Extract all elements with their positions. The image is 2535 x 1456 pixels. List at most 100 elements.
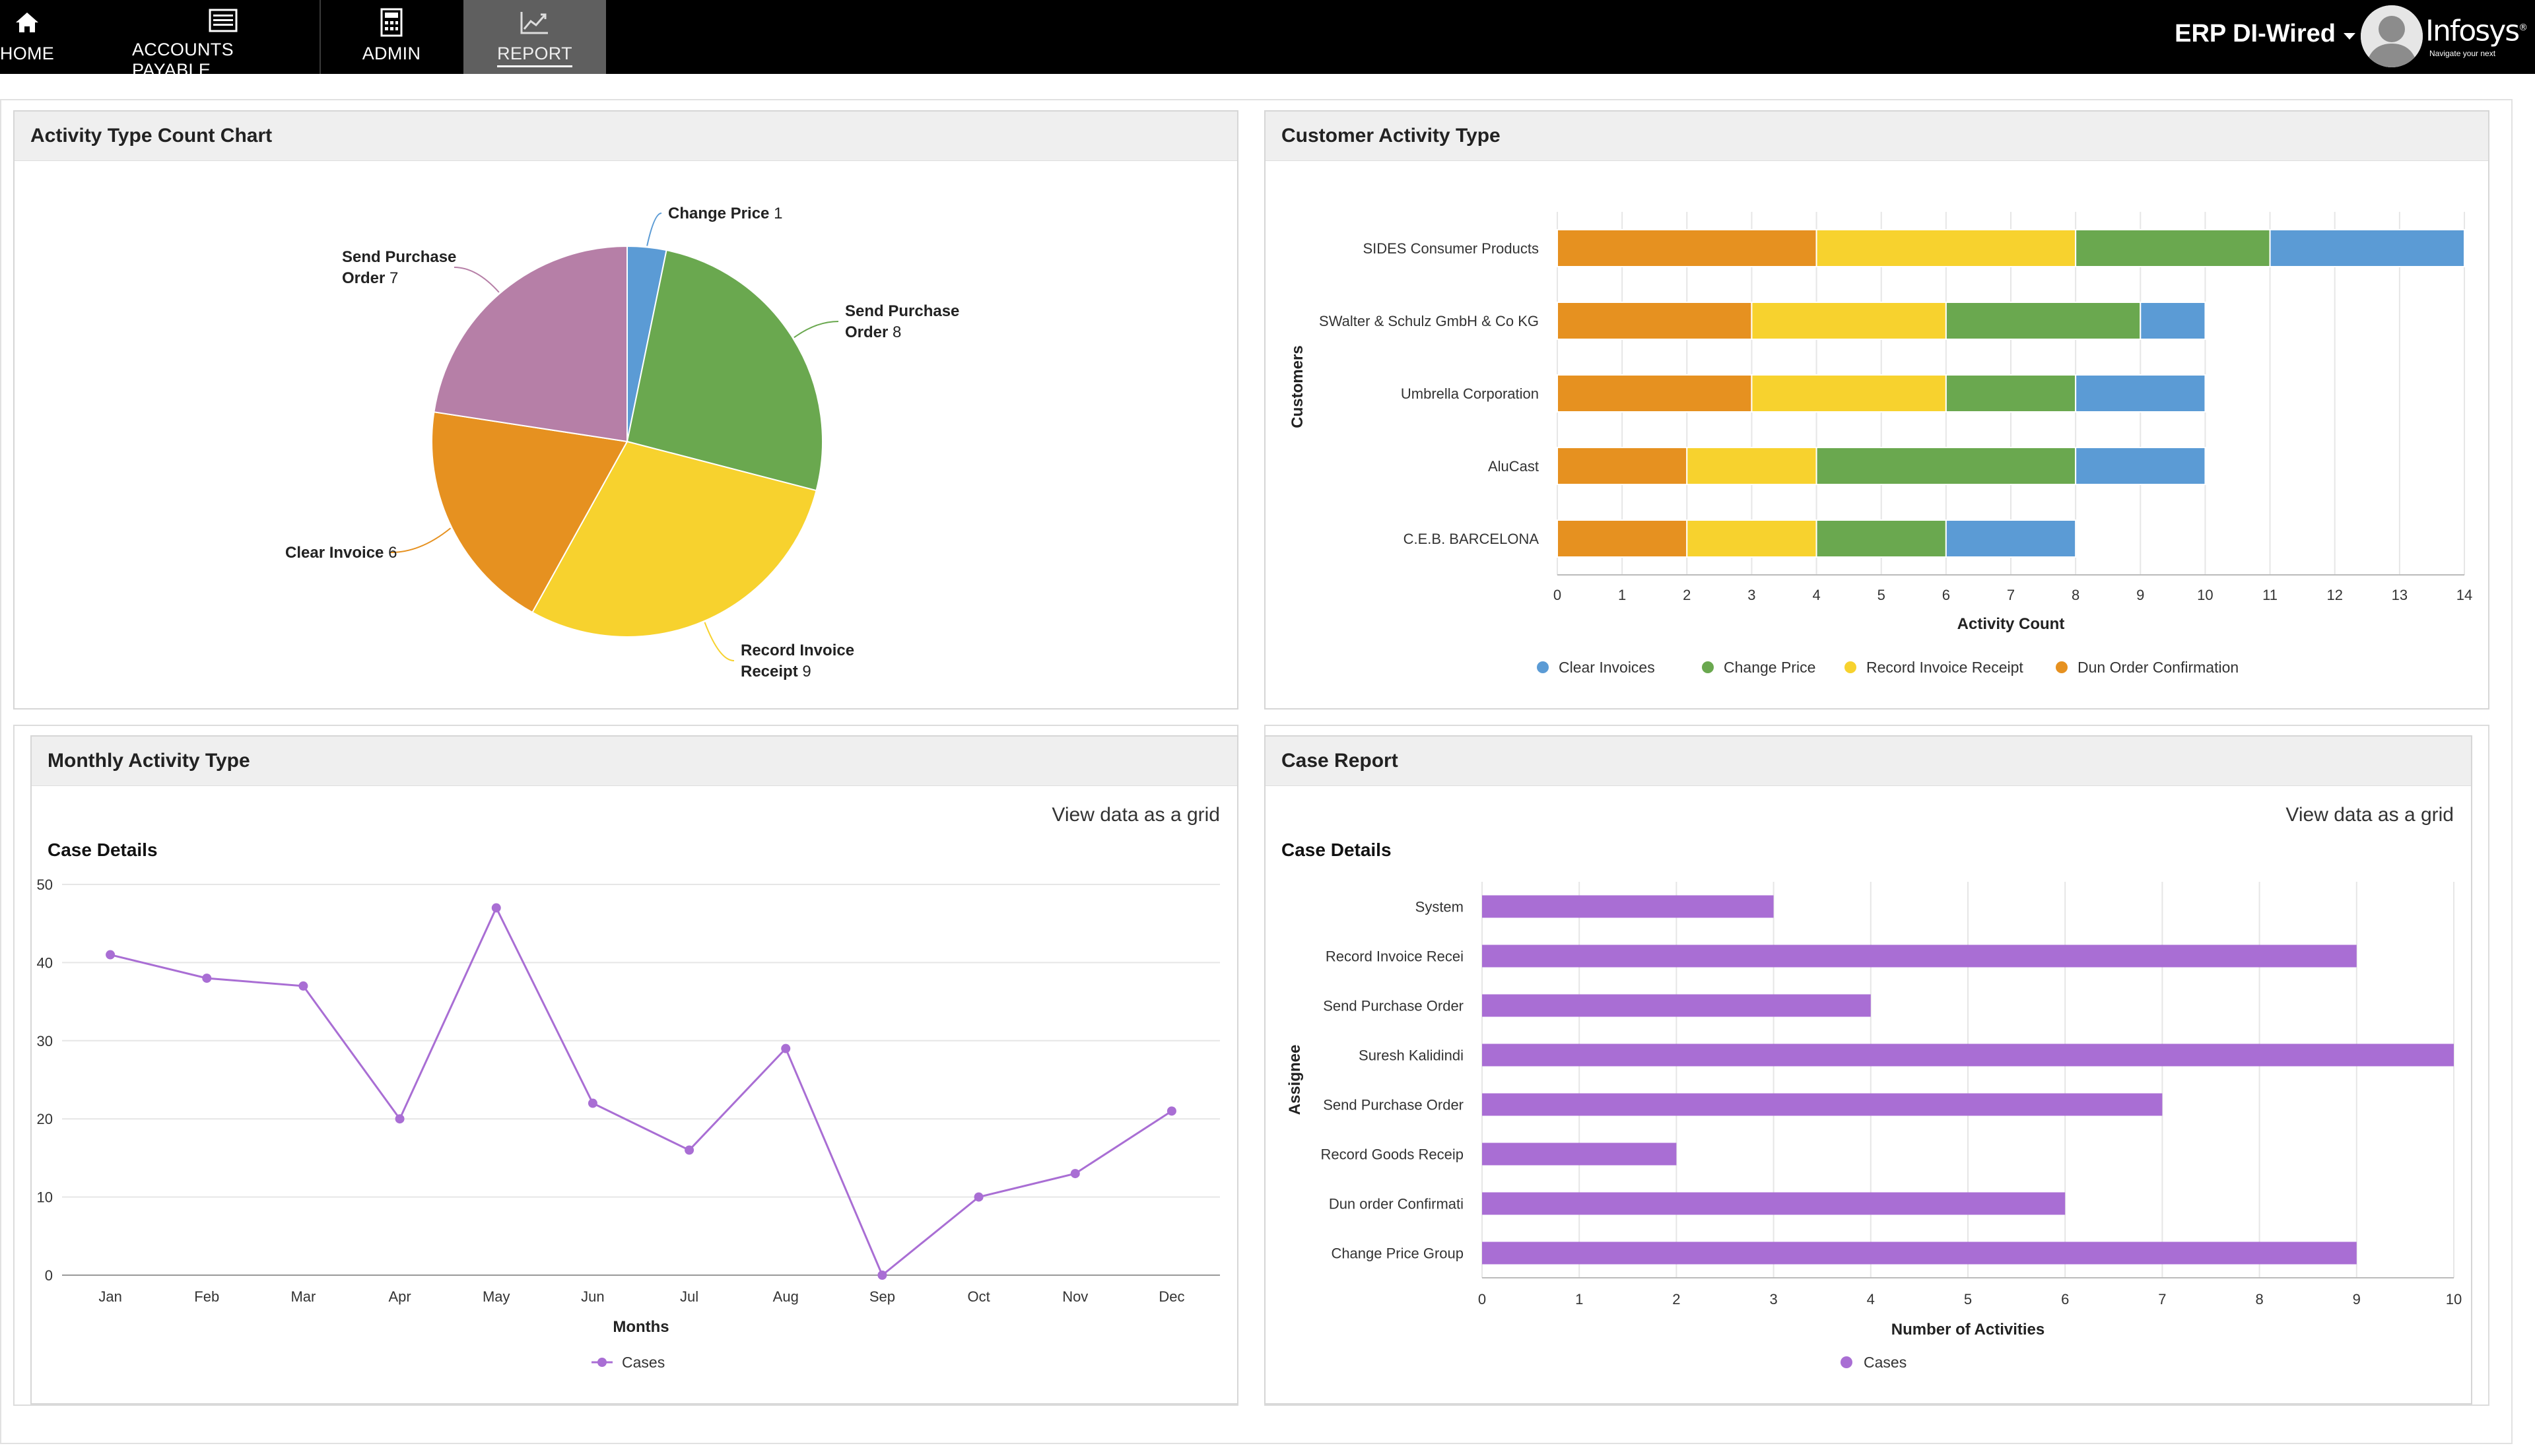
legend-label: Dun Order Confirmation (2078, 659, 2239, 676)
legend-marker (1702, 661, 1714, 673)
x-tick-label: 6 (2061, 1291, 2069, 1307)
monthly-view-grid-link[interactable]: View data as a grid (1052, 804, 1220, 826)
y-tick-label: Umbrella Corporation (1401, 385, 1539, 402)
y-tick-label: 50 (37, 877, 53, 893)
data-point (974, 1192, 984, 1202)
x-tick-label: Oct (967, 1288, 990, 1305)
monthly-activity-line-chart: 0 10 20 30 40 50 Jan Feb Mar Apr May Jun Jul Aug Sep Oc… (32, 877, 1220, 1371)
legend-marker (1841, 1356, 1852, 1368)
y-tick-label: Send Purchase Order (1323, 1097, 1464, 1113)
pie-leader-line (794, 321, 839, 339)
list-icon (207, 8, 239, 33)
y-axis-title: Customers (1289, 345, 1306, 428)
stacked-bar-segment (1751, 302, 1947, 340)
x-axis-title: Number of Activities (1891, 1321, 2045, 1339)
x-tick-label: 6 (1942, 587, 1950, 603)
bar (1482, 1241, 2357, 1265)
data-point (106, 950, 116, 960)
user-avatar[interactable] (2361, 5, 2423, 67)
pie-label: Clear Invoice 6 (285, 544, 397, 562)
trend-chart-icon (519, 8, 551, 37)
x-tick-label: Jun (581, 1288, 604, 1305)
stacked-bar-segment (1686, 447, 1817, 485)
y-tick-label: Record Invoice Recei (1326, 948, 1464, 965)
x-tick-label: 8 (2255, 1291, 2263, 1307)
x-tick-label: 5 (1964, 1291, 1972, 1307)
app-switcher[interactable]: ERP DI-Wired (2175, 20, 2355, 48)
stacked-bar-segment (1945, 519, 2077, 558)
pie-label: Send Purchase (845, 302, 959, 320)
x-tick-label: Aug (773, 1288, 799, 1305)
legend-marker (597, 1358, 607, 1367)
activity-type-panel-title: Activity Type Count Chart (15, 112, 1237, 161)
data-point (1166, 1106, 1176, 1116)
data-point (781, 1043, 791, 1053)
activity-type-panel: Activity Type Count Chart Change Price 1… (13, 110, 1238, 710)
x-tick-label: May (483, 1288, 510, 1305)
dashboard-frame (0, 99, 2513, 1444)
stacked-bar-segment (1557, 229, 1817, 267)
pie-leader-line (390, 527, 452, 553)
pie-leader-line (704, 622, 735, 661)
pie-label: Record Invoice (741, 642, 854, 659)
legend-label: Clear Invoices (1559, 659, 1655, 676)
bar (1482, 944, 2357, 968)
series-line (110, 906, 1172, 1277)
x-tick-label: 1 (1575, 1291, 1583, 1307)
customer-activity-panel: Customer Activity Type 0 1 2 3 4 5 6 7 8 9 10 11 12 1… (1264, 110, 2489, 710)
x-tick-label: 10 (2197, 587, 2213, 603)
case-report-view-grid-link[interactable]: View data as a grid (2285, 804, 2454, 826)
stacked-bar-segment (1815, 229, 2077, 267)
stacked-bar-segment (2075, 229, 2271, 267)
pie-label: Change Price 1 (668, 205, 782, 222)
nav-admin[interactable]: ADMIN (321, 0, 462, 74)
y-tick-label: Send Purchase Order (1323, 998, 1464, 1014)
x-tick-label: 1 (1618, 587, 1626, 603)
stacked-bar-segment (1557, 447, 1688, 485)
stacked-bar-segment (1945, 302, 2142, 340)
x-tick-label: Dec (1159, 1288, 1184, 1305)
stacked-bar-segment (1751, 374, 1947, 413)
caret-down-icon (2344, 32, 2355, 40)
monthly-activity-panel-title: Monthly Activity Type (32, 737, 1237, 786)
x-tick-label: 10 (2446, 1291, 2462, 1307)
stacked-bar-segment (1557, 519, 1688, 558)
nav-admin-label: ADMIN (362, 44, 421, 63)
y-tick-label: Change Price Group (1331, 1245, 1464, 1262)
y-tick-label: 40 (37, 954, 53, 971)
nav-home[interactable]: HOME (0, 0, 54, 74)
pie-label: Send Purchase (342, 248, 456, 266)
x-tick-label: Mar (290, 1288, 316, 1305)
case-report-panel-title: Case Report (1266, 737, 2471, 786)
stacked-bar-segment (1686, 519, 1817, 558)
x-tick-label: 4 (1812, 587, 1820, 603)
x-tick-label: Nov (1062, 1288, 1088, 1305)
nav-accounts-payable[interactable]: ACCOUNTS PAYABLE (132, 0, 314, 80)
pie-slice (626, 249, 823, 492)
y-axis-title: Assignee (1286, 1045, 1304, 1115)
legend-label: Record Invoice Receipt (1866, 659, 2023, 676)
x-tick-label: Jan (98, 1288, 121, 1305)
brand-registered-mark: ® (2518, 22, 2528, 33)
y-tick-label: 20 (37, 1111, 53, 1127)
x-tick-label: 9 (2136, 587, 2144, 603)
stacked-bar-segment (2075, 447, 2206, 485)
data-point (588, 1098, 597, 1108)
x-tick-label: Jul (680, 1288, 698, 1305)
customer-activity-panel-title: Customer Activity Type (1266, 112, 2488, 161)
y-tick-label: 30 (37, 1033, 53, 1049)
data-point (491, 903, 501, 913)
y-tick-label: C.E.B. BARCELONA (1403, 531, 1539, 547)
x-tick-label: 11 (2262, 587, 2278, 603)
stacked-bar-segment (1557, 302, 1753, 340)
legend-label: Cases (1864, 1354, 1907, 1371)
bar (1482, 994, 1871, 1017)
data-point (685, 1145, 694, 1155)
data-point (395, 1114, 405, 1124)
legend-marker (1537, 661, 1549, 673)
stacked-bar-segment (1815, 447, 2077, 485)
monthly-case-details-title: Case Details (48, 840, 158, 860)
nav-report[interactable]: REPORT (463, 0, 606, 74)
x-tick-label: 2 (1672, 1291, 1680, 1307)
